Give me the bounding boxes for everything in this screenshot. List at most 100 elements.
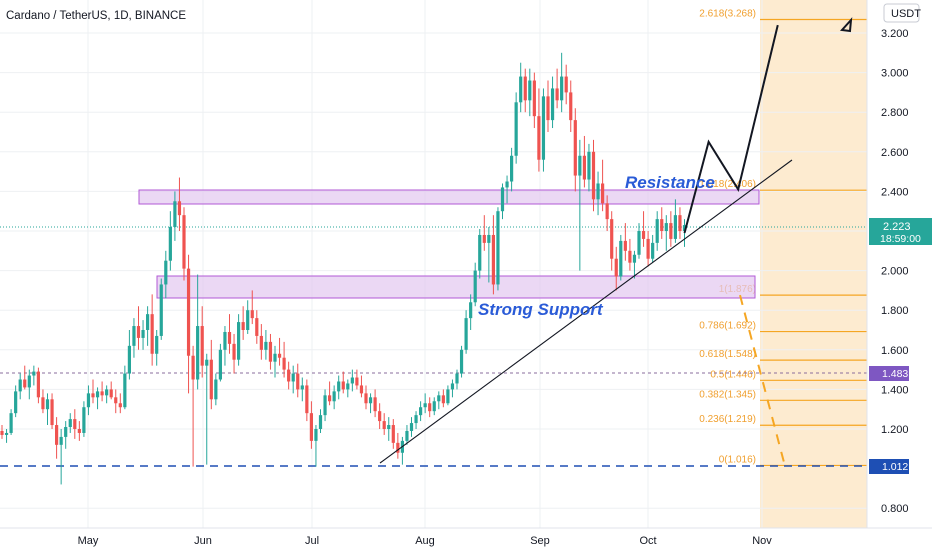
candle-body	[601, 183, 605, 204]
x-tick-label: Jul	[305, 535, 319, 547]
candle-body	[191, 355, 195, 380]
currency-button[interactable]	[883, 3, 920, 23]
candle-body	[405, 430, 409, 441]
y-tick-label: 2.600	[881, 147, 909, 159]
chart-title: Cardano / TetherUS, 1D, BINANCE	[6, 10, 186, 22]
candle-body	[68, 419, 72, 428]
candle-body	[359, 385, 364, 394]
candle-body	[364, 393, 368, 404]
candle-body	[218, 349, 222, 380]
candle-body	[655, 219, 659, 243]
candle-body	[314, 429, 318, 441]
candle-body	[155, 335, 159, 354]
candle-body	[396, 442, 400, 453]
candle-body	[291, 373, 295, 382]
candle-body	[596, 183, 600, 200]
candle-body	[328, 395, 332, 402]
fib-label: 0.786(1.692)	[699, 321, 756, 332]
projection-zone	[760, 0, 867, 528]
candle-body	[200, 326, 204, 366]
candle-body	[77, 429, 81, 433]
candle-body	[323, 395, 327, 416]
x-tick-label: Jun	[194, 535, 212, 547]
candle-body	[587, 151, 591, 180]
candle-body	[250, 310, 254, 319]
y-tick-label: 1.200	[881, 424, 909, 436]
candle-body	[232, 343, 236, 360]
candle-body	[0, 430, 4, 435]
resistance-label: Resistance	[625, 173, 715, 192]
candle-body	[196, 326, 200, 380]
y-axis-ticks: 3.2003.0002.8002.6002.4002.2002.0001.800…	[881, 28, 909, 515]
current-price-tag	[869, 218, 932, 245]
candle-body	[409, 423, 414, 431]
resistance-zone[interactable]	[138, 189, 760, 205]
candle-body	[105, 389, 109, 396]
candle-body	[264, 341, 268, 350]
support-zone[interactable]	[156, 275, 756, 299]
candle-body	[623, 240, 627, 251]
candle-body	[268, 341, 273, 362]
y-tick-label: 1.600	[881, 345, 909, 357]
candle-body	[168, 227, 172, 261]
candle-body	[651, 242, 655, 259]
candle-body	[382, 421, 386, 429]
fib-label: 0.618(1.548)	[699, 349, 756, 360]
candle-body	[27, 375, 31, 388]
time-axis[interactable]	[0, 528, 867, 550]
x-tick-label: Nov	[752, 535, 772, 547]
candle-body	[569, 92, 573, 121]
candle-body	[205, 359, 209, 366]
candle-body	[510, 155, 514, 182]
candle-body	[459, 349, 464, 374]
candle-body	[446, 389, 450, 404]
fib-label: 1.618(2.406)	[699, 179, 756, 190]
y-tick-label: 2.800	[881, 107, 909, 119]
candle-body	[214, 379, 218, 400]
candle-body	[159, 284, 163, 336]
candle-body	[378, 411, 382, 422]
candle-body	[18, 379, 22, 392]
x-tick-label: Oct	[639, 535, 656, 547]
projection-dashed-line	[739, 294, 786, 465]
candle-body	[541, 96, 546, 160]
candle-body	[496, 211, 500, 285]
candle-body	[259, 335, 263, 350]
candle-body	[296, 373, 300, 390]
candle-body	[241, 322, 245, 330]
current-price-countdown: 18:59:00	[880, 233, 921, 245]
candles	[0, 52, 687, 485]
candle-body	[646, 238, 650, 259]
fib-label: 2.618(3.268)	[699, 9, 756, 20]
candle-body	[305, 385, 309, 414]
candle-body	[32, 371, 36, 376]
y-tick-label: 0.800	[881, 503, 909, 515]
trend-line[interactable]	[379, 159, 793, 464]
candle-body	[537, 116, 541, 160]
candle-body	[209, 359, 213, 400]
price-axis[interactable]	[867, 0, 932, 528]
candle-body	[519, 76, 523, 103]
candle-body	[605, 203, 609, 220]
projection-path[interactable]	[683, 24, 779, 234]
candle-body	[227, 331, 232, 344]
candle-body	[628, 250, 632, 263]
candle-body	[664, 223, 668, 231]
candle-body	[64, 427, 68, 437]
arrow-head-icon	[839, 17, 853, 33]
candle-body	[237, 322, 241, 360]
candle-body	[318, 415, 323, 429]
candle-body	[469, 302, 473, 319]
candle-body	[136, 326, 141, 338]
candle-body	[391, 425, 395, 443]
candle-body	[223, 331, 227, 350]
candle-body	[182, 215, 186, 269]
candle-body	[50, 399, 54, 426]
candle-body	[373, 397, 377, 412]
fib-label: 0.382(1.345)	[699, 389, 756, 400]
candle-body	[591, 151, 596, 200]
candle-body	[419, 407, 423, 416]
candle-body	[368, 397, 373, 404]
candle-body	[141, 330, 145, 338]
